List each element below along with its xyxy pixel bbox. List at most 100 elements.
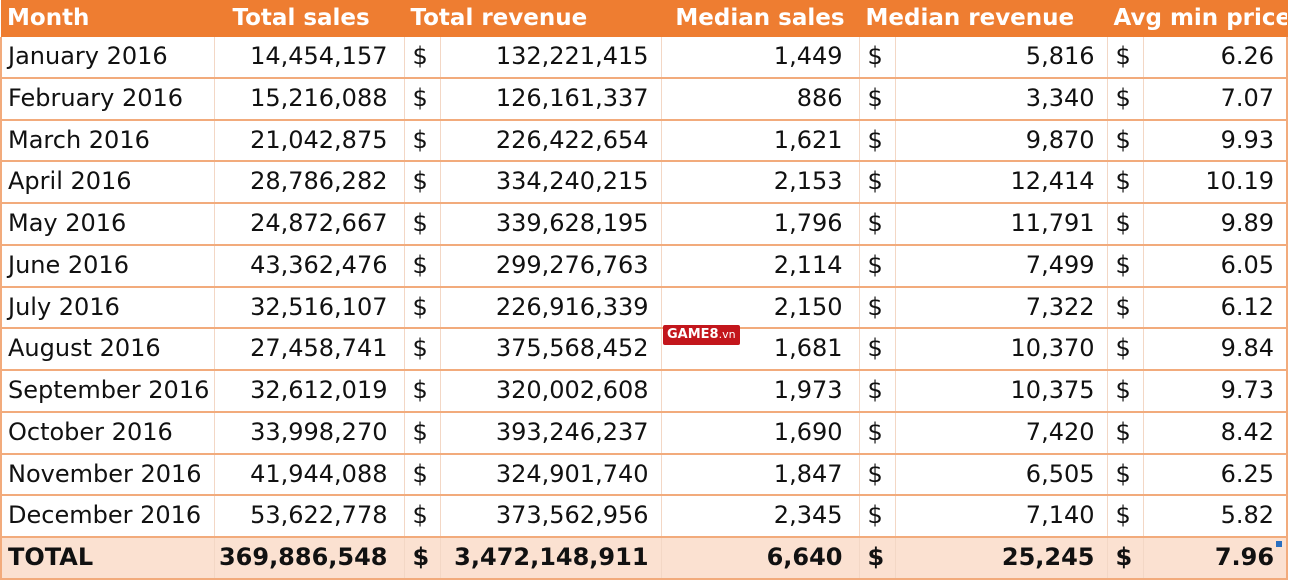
cell-avg-min-price[interactable]: 8.42 (1143, 411, 1289, 455)
cell-month[interactable]: February 2016 (0, 77, 215, 121)
cell-currency[interactable]: $ (404, 244, 441, 288)
cell-median-revenue[interactable]: 9,870 (895, 119, 1108, 163)
cell-median-sales[interactable]: 1,621 (661, 119, 860, 163)
cell-total-sales[interactable]: 32,516,107 (214, 286, 405, 330)
cell-median-revenue[interactable]: 7,322 (895, 286, 1108, 330)
cell-currency[interactable]: $ (404, 495, 441, 539)
cell-total-sales[interactable]: 15,216,088 (214, 77, 405, 121)
cell-total-revenue[interactable]: 375,568,452 (440, 328, 662, 372)
cell-currency[interactable]: $ (404, 286, 441, 330)
cell-avg-min-price[interactable]: 5.82 (1143, 495, 1289, 539)
cell-currency[interactable]: $ (1107, 244, 1144, 288)
cell-month[interactable]: July 2016 (0, 286, 215, 330)
cell-avg-min-price[interactable]: 7.96 (1143, 537, 1289, 580)
cell-total-sales[interactable]: 14,454,157 (214, 37, 405, 79)
cell-avg-min-price[interactable]: 6.25 (1143, 453, 1289, 497)
cell-currency[interactable]: $ (859, 244, 896, 288)
cell-currency[interactable]: $ (404, 411, 441, 455)
cell-currency[interactable]: $ (404, 370, 441, 413)
cell-currency[interactable]: $ (404, 453, 441, 497)
header-median-sales[interactable]: Median sales (661, 0, 860, 37)
cell-avg-min-price[interactable]: 9.84 (1143, 328, 1289, 372)
cell-avg-min-price[interactable]: 9.89 (1143, 203, 1289, 246)
header-month[interactable]: Month (1, 0, 215, 37)
cell-currency[interactable]: $ (859, 453, 896, 497)
cell-median-sales[interactable]: 2,114 (661, 244, 860, 288)
cell-median-revenue[interactable]: 7,499 (895, 244, 1108, 288)
cell-total-sales[interactable]: 43,362,476 (214, 244, 405, 288)
cell-median-sales[interactable]: 2,345 (661, 495, 860, 539)
cell-median-revenue[interactable]: 7,420 (895, 411, 1108, 455)
cell-total-revenue[interactable]: 339,628,195 (440, 203, 662, 246)
cell-currency[interactable]: $ (1107, 37, 1144, 79)
cell-month[interactable]: TOTAL (0, 537, 215, 580)
cell-avg-min-price[interactable]: 9.73 (1143, 370, 1289, 413)
cell-median-revenue[interactable]: 10,370 (895, 328, 1108, 372)
cell-median-revenue[interactable]: 25,245 (895, 537, 1108, 580)
cell-currency[interactable]: $ (859, 77, 896, 121)
cell-month[interactable]: March 2016 (0, 119, 215, 163)
cell-median-sales[interactable]: 1,681 (661, 328, 860, 372)
cell-total-revenue[interactable]: 373,562,956 (440, 495, 662, 539)
cell-total-revenue[interactable]: 226,916,339 (440, 286, 662, 330)
cell-median-revenue[interactable]: 12,414 (895, 161, 1108, 205)
cell-month[interactable]: May 2016 (0, 203, 215, 246)
cell-currency[interactable]: $ (1107, 370, 1144, 413)
cell-currency[interactable]: $ (404, 328, 441, 372)
cell-median-sales[interactable]: 6,640 (661, 537, 860, 580)
cell-median-revenue[interactable]: 3,340 (895, 77, 1108, 121)
cell-total-revenue[interactable]: 299,276,763 (440, 244, 662, 288)
cell-median-sales[interactable]: 1,847 (661, 453, 860, 497)
cell-month[interactable]: June 2016 (0, 244, 215, 288)
cell-currency[interactable]: $ (404, 203, 441, 246)
cell-currency[interactable]: $ (859, 537, 896, 580)
cell-total-revenue[interactable]: 126,161,337 (440, 77, 662, 121)
cell-median-revenue[interactable]: 10,375 (895, 370, 1108, 413)
cell-currency[interactable]: $ (404, 77, 441, 121)
cell-month[interactable]: April 2016 (0, 161, 215, 205)
cell-currency[interactable]: $ (859, 161, 896, 205)
cell-total-sales[interactable]: 21,042,875 (214, 119, 405, 163)
cell-total-revenue[interactable]: 3,472,148,911 (440, 537, 662, 580)
cell-currency[interactable]: $ (859, 119, 896, 163)
cell-total-sales[interactable]: 369,886,548 (214, 537, 405, 580)
cell-month[interactable]: November 2016 (0, 453, 215, 497)
cell-currency[interactable]: $ (1107, 203, 1144, 246)
cell-total-sales[interactable]: 27,458,741 (214, 328, 405, 372)
cell-currency[interactable]: $ (859, 37, 896, 79)
cell-currency[interactable]: $ (1107, 537, 1144, 580)
cell-currency[interactable]: $ (859, 411, 896, 455)
cell-month[interactable]: January 2016 (0, 37, 215, 79)
cell-median-revenue[interactable]: 11,791 (895, 203, 1108, 246)
cell-median-revenue[interactable]: 5,816 (895, 37, 1108, 79)
cell-median-revenue[interactable]: 7,140 (895, 495, 1108, 539)
cell-currency[interactable]: $ (859, 328, 896, 372)
cell-total-sales[interactable]: 53,622,778 (214, 495, 405, 539)
cell-currency[interactable]: $ (859, 203, 896, 246)
header-median-revenue[interactable]: Median revenue (859, 0, 1108, 37)
cell-currency[interactable]: $ (404, 119, 441, 163)
cell-currency[interactable]: $ (1107, 328, 1144, 372)
cell-median-sales[interactable]: 2,153 (661, 161, 860, 205)
cell-currency[interactable]: $ (1107, 77, 1144, 121)
cell-median-sales[interactable]: 2,150 (661, 286, 860, 330)
cell-currency[interactable]: $ (859, 286, 896, 330)
cell-median-revenue[interactable]: 6,505 (895, 453, 1108, 497)
cell-median-sales[interactable]: 886 (661, 77, 860, 121)
cell-currency[interactable]: $ (1107, 119, 1144, 163)
cell-total-sales[interactable]: 32,612,019 (214, 370, 405, 413)
cell-avg-min-price[interactable]: 9.93 (1143, 119, 1289, 163)
cell-total-sales[interactable]: 33,998,270 (214, 411, 405, 455)
cell-currency[interactable]: $ (404, 537, 441, 580)
fill-handle[interactable] (1276, 541, 1282, 547)
cell-avg-min-price[interactable]: 6.26 (1143, 37, 1289, 79)
cell-median-sales[interactable]: 1,690 (661, 411, 860, 455)
cell-total-revenue[interactable]: 132,221,415 (440, 37, 662, 79)
header-total-revenue[interactable]: Total revenue (404, 0, 662, 37)
cell-median-sales[interactable]: 1,449 (661, 37, 860, 79)
cell-avg-min-price[interactable]: 10.19 (1143, 161, 1289, 205)
cell-total-revenue[interactable]: 324,901,740 (440, 453, 662, 497)
cell-currency[interactable]: $ (1107, 161, 1144, 205)
cell-month[interactable]: September 2016 (0, 370, 215, 413)
cell-currency[interactable]: $ (859, 370, 896, 413)
